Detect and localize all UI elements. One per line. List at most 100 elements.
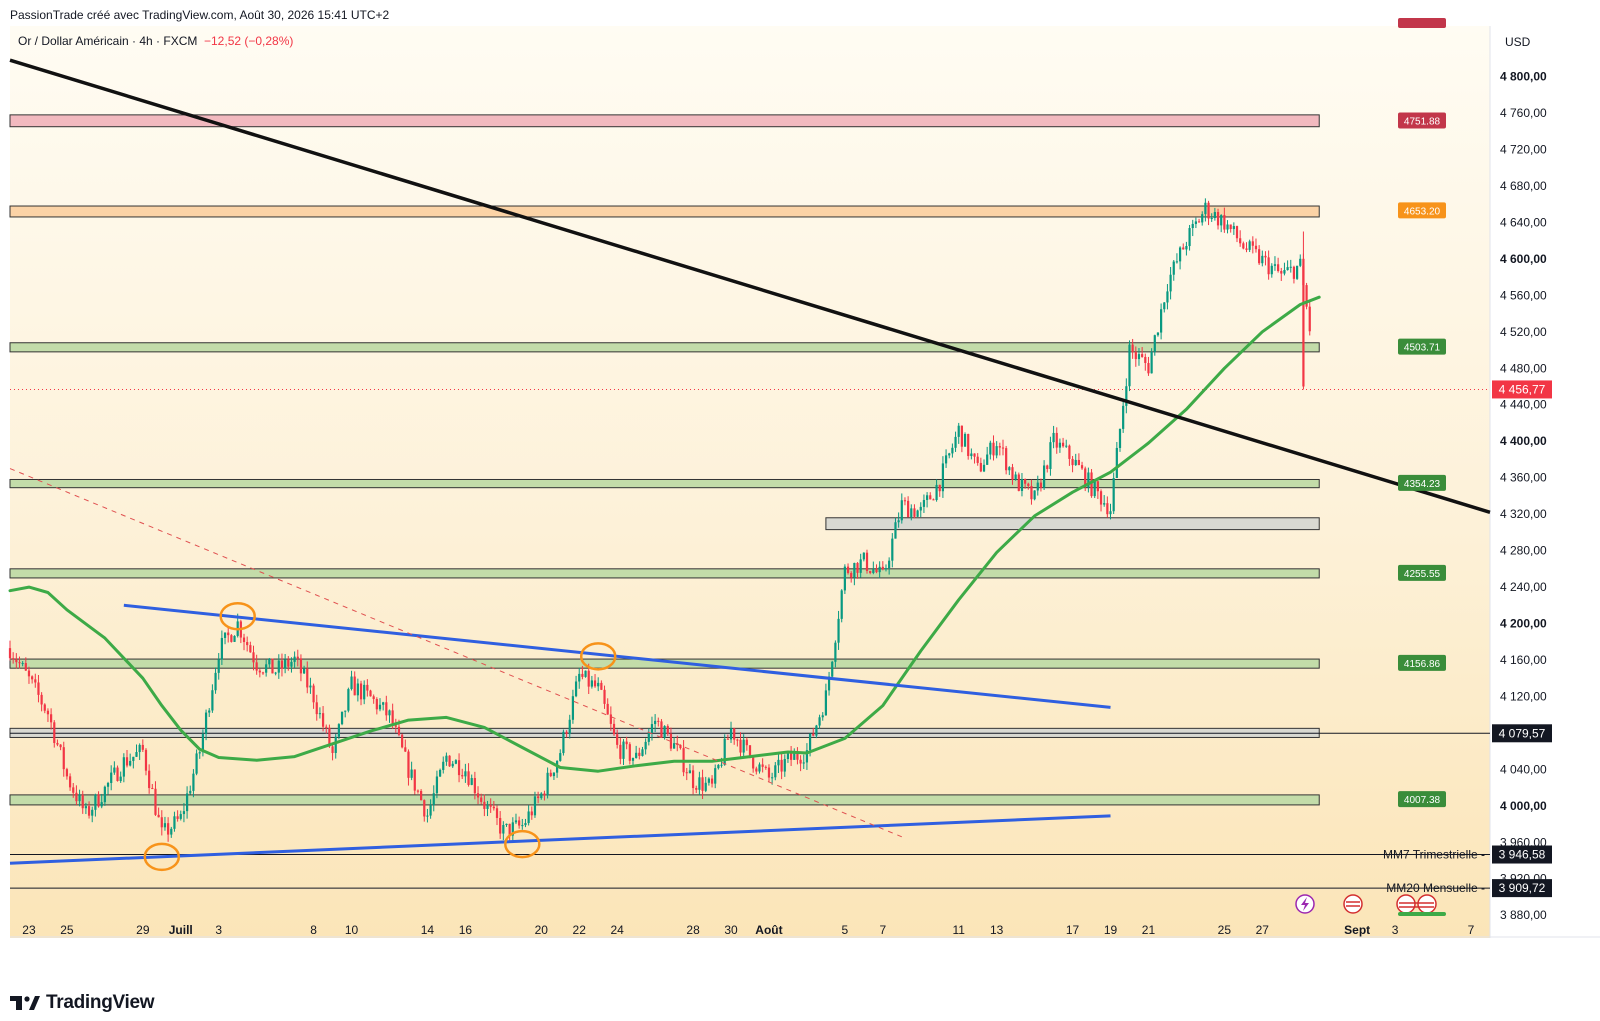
candle-body [195, 753, 198, 774]
candle-body [132, 756, 135, 761]
reference-line-name: MM20 Mensuelle - [1386, 881, 1485, 895]
candle-body [1153, 335, 1156, 352]
candle-body [878, 566, 881, 573]
candle-body [543, 793, 546, 796]
candle-body [704, 782, 707, 791]
candle-body [600, 682, 603, 690]
price-tick-label: 4 200,00 [1500, 617, 1547, 631]
candle-body [1071, 458, 1074, 466]
level-label-badge [1398, 474, 1446, 491]
candle-body [34, 679, 37, 683]
candle-body [831, 661, 834, 677]
candle-body [391, 710, 394, 726]
candle-body [1258, 249, 1261, 264]
candle-body [290, 661, 293, 667]
level-label-text: 4007.38 [1404, 795, 1441, 806]
candle-body [1093, 481, 1096, 497]
candle-body [410, 769, 413, 778]
candle-body [1112, 478, 1115, 512]
candle-body [1052, 432, 1055, 443]
candle-body [401, 734, 404, 748]
candle-body [979, 462, 982, 472]
candle-body [1188, 228, 1191, 247]
candle-body [359, 683, 363, 700]
time-tick-label: 14 [421, 923, 435, 937]
candle-body [638, 752, 641, 756]
time-tick-label: Juill [169, 923, 193, 937]
candle-body [533, 796, 537, 816]
candle-body [619, 744, 622, 759]
candle-body [742, 739, 745, 753]
currency-label: USD [1505, 35, 1531, 49]
time-tick-label: 3 [215, 923, 222, 937]
candle-body [261, 672, 265, 674]
candle-body [347, 689, 350, 711]
candle-body [726, 738, 729, 740]
candle-body [508, 823, 511, 836]
candle-body [729, 728, 733, 740]
candle-body [113, 767, 116, 773]
candle-body [647, 732, 650, 742]
candle-body [394, 725, 397, 727]
candle-body [252, 652, 255, 663]
candle-body [40, 694, 43, 705]
us-flag-icon[interactable] [1343, 894, 1363, 914]
candle-body [299, 658, 303, 674]
candle-body [818, 717, 821, 726]
candle-body [593, 680, 597, 687]
candle-body [679, 744, 682, 749]
offscreen-level-badge [1398, 18, 1446, 28]
candle-body [246, 642, 249, 646]
candle-body [176, 816, 179, 819]
tradingview-logo[interactable]: TradingView [10, 992, 155, 1014]
us-flag-icon[interactable] [1417, 894, 1437, 914]
candle-body [173, 816, 176, 829]
level-label-badge [1398, 338, 1446, 355]
candle-body [1103, 503, 1106, 505]
candle-body [989, 442, 992, 455]
time-tick-label: 21 [1142, 923, 1156, 937]
time-axis[interactable]: 23 25 29 Juill 3 8 10 14 16 20 22 24 28 30 Août 5 7 11 13 1… [22, 923, 1474, 937]
candle-body [707, 778, 710, 783]
price-zone [9, 342, 1320, 353]
price-tick-label: 4 000,00 [1500, 799, 1547, 813]
price-tick-label: 4 280,00 [1500, 544, 1547, 558]
price-tick-label: 4 120,00 [1500, 689, 1547, 703]
candle-body [641, 749, 644, 756]
candle-body [230, 635, 233, 642]
price-axis-background [1490, 26, 1590, 938]
us-flag-icon[interactable] [1396, 894, 1416, 914]
candle-body [68, 776, 72, 788]
candle-body [1027, 483, 1030, 486]
candle-body [935, 484, 938, 501]
candle-body [432, 793, 435, 806]
trendlines-layer [9, 58, 1491, 865]
candle-body [888, 560, 891, 569]
candle-body [815, 725, 818, 736]
candle-body [1061, 442, 1065, 447]
candle-body [907, 500, 910, 518]
candle-body [856, 562, 859, 573]
candle-body [1131, 344, 1134, 353]
candle-body [1185, 246, 1188, 250]
candle-body [21, 663, 24, 665]
candle-body [695, 788, 698, 790]
candle-body [15, 659, 18, 663]
candle-body [271, 658, 274, 674]
candle-body [884, 568, 888, 570]
candle-body [53, 722, 56, 743]
candle-body [375, 699, 378, 710]
moving-average-layer [8, 295, 1321, 773]
candle-body [179, 814, 182, 819]
candle-body [62, 747, 65, 770]
candle-body [1245, 248, 1248, 250]
candle-body [663, 726, 666, 738]
reference-line-name: MM7 Trimestrielle - [1383, 848, 1485, 862]
price-axis[interactable]: 4 800,00 4 760,00 4 720,00 4 680,00 4 640,00… [1492, 70, 1552, 923]
price-chart[interactable]: Or / Dollar Américain · 4h · FXCM −12,52… [0, 0, 1600, 990]
candle-body [748, 745, 752, 758]
candle-body [274, 672, 277, 674]
candle-body [777, 759, 780, 766]
candle-body [1125, 386, 1128, 406]
candle-body [56, 742, 59, 745]
